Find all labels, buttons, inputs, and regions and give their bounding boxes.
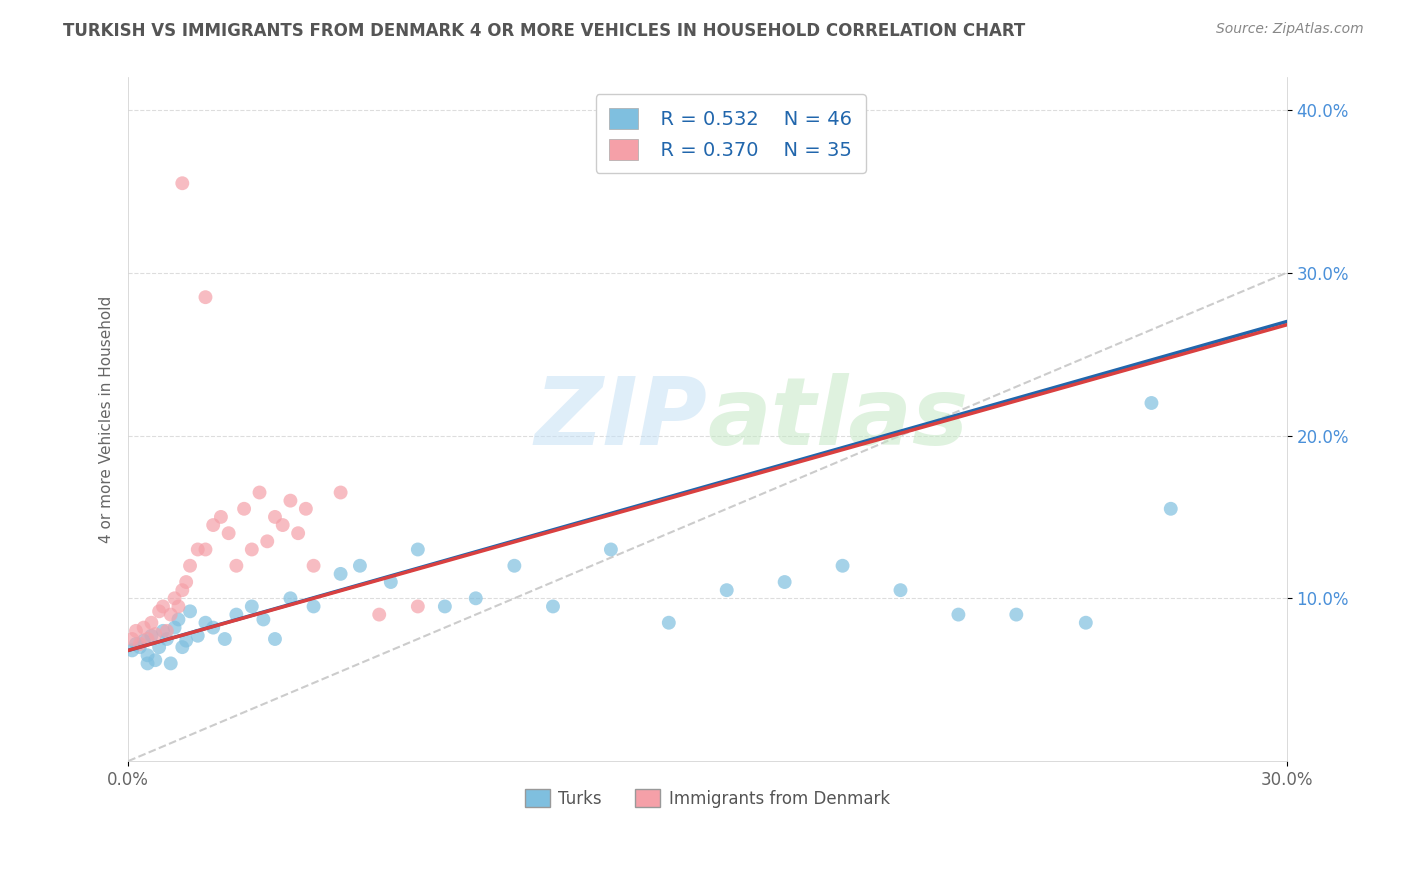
Point xyxy=(194,290,217,304)
Text: ZIP: ZIP xyxy=(534,373,707,466)
Point xyxy=(256,534,278,549)
Point xyxy=(380,574,402,589)
Point xyxy=(1074,615,1097,630)
Point xyxy=(194,615,217,630)
Point xyxy=(264,510,287,524)
Point xyxy=(271,518,294,533)
Point xyxy=(214,632,236,646)
Point xyxy=(132,633,155,648)
Point xyxy=(433,599,456,614)
Point xyxy=(368,607,391,622)
Point xyxy=(280,591,302,606)
Point xyxy=(295,501,318,516)
Point xyxy=(658,615,681,630)
Point xyxy=(773,574,796,589)
Point xyxy=(287,526,309,541)
Point xyxy=(329,566,352,581)
Point xyxy=(329,485,352,500)
Point xyxy=(249,485,271,500)
Point xyxy=(406,542,429,557)
Point xyxy=(159,607,181,622)
Point xyxy=(302,558,325,573)
Point xyxy=(167,599,190,614)
Point xyxy=(716,583,738,598)
Point xyxy=(464,591,486,606)
Point xyxy=(406,599,429,614)
Text: TURKISH VS IMMIGRANTS FROM DENMARK 4 OR MORE VEHICLES IN HOUSEHOLD CORRELATION C: TURKISH VS IMMIGRANTS FROM DENMARK 4 OR … xyxy=(63,22,1025,40)
Point xyxy=(1140,396,1163,410)
Point xyxy=(194,542,217,557)
Point xyxy=(233,501,256,516)
Point xyxy=(132,621,155,635)
Point xyxy=(136,657,159,671)
Point xyxy=(599,542,621,557)
Point xyxy=(209,510,232,524)
Point xyxy=(163,591,186,606)
Point xyxy=(143,627,166,641)
Point xyxy=(136,648,159,663)
Point xyxy=(179,604,201,618)
Point xyxy=(831,558,853,573)
Point xyxy=(121,643,143,657)
Point xyxy=(152,624,174,638)
Point xyxy=(159,657,181,671)
Point xyxy=(141,629,163,643)
Point xyxy=(167,612,190,626)
Text: Source: ZipAtlas.com: Source: ZipAtlas.com xyxy=(1216,22,1364,37)
Point xyxy=(179,558,201,573)
Point xyxy=(163,621,186,635)
Point xyxy=(156,624,179,638)
Point xyxy=(202,621,225,635)
Point xyxy=(125,624,148,638)
Point xyxy=(152,599,174,614)
Text: atlas: atlas xyxy=(707,373,969,466)
Point xyxy=(125,637,148,651)
Point xyxy=(141,615,163,630)
Point xyxy=(148,640,170,654)
Point xyxy=(349,558,371,573)
Point xyxy=(136,632,159,646)
Point xyxy=(1005,607,1028,622)
Point xyxy=(187,542,209,557)
Point xyxy=(240,542,263,557)
Point xyxy=(280,493,302,508)
Point xyxy=(143,653,166,667)
Point xyxy=(252,612,274,626)
Legend: Turks, Immigrants from Denmark: Turks, Immigrants from Denmark xyxy=(519,782,897,814)
Point xyxy=(174,574,197,589)
Point xyxy=(264,632,287,646)
Point xyxy=(503,558,526,573)
Point xyxy=(121,632,143,646)
Point xyxy=(172,176,194,190)
Y-axis label: 4 or more Vehicles in Household: 4 or more Vehicles in Household xyxy=(100,295,114,543)
Point xyxy=(187,629,209,643)
Point xyxy=(202,518,225,533)
Point xyxy=(172,640,194,654)
Point xyxy=(302,599,325,614)
Point xyxy=(225,558,247,573)
Point xyxy=(225,607,247,622)
Point xyxy=(174,633,197,648)
Point xyxy=(541,599,564,614)
Point xyxy=(148,604,170,618)
Point xyxy=(218,526,240,541)
Point xyxy=(240,599,263,614)
Point xyxy=(128,640,150,654)
Point xyxy=(172,583,194,598)
Point xyxy=(948,607,970,622)
Point xyxy=(889,583,911,598)
Point xyxy=(1160,501,1182,516)
Point xyxy=(128,637,150,651)
Point xyxy=(156,632,179,646)
